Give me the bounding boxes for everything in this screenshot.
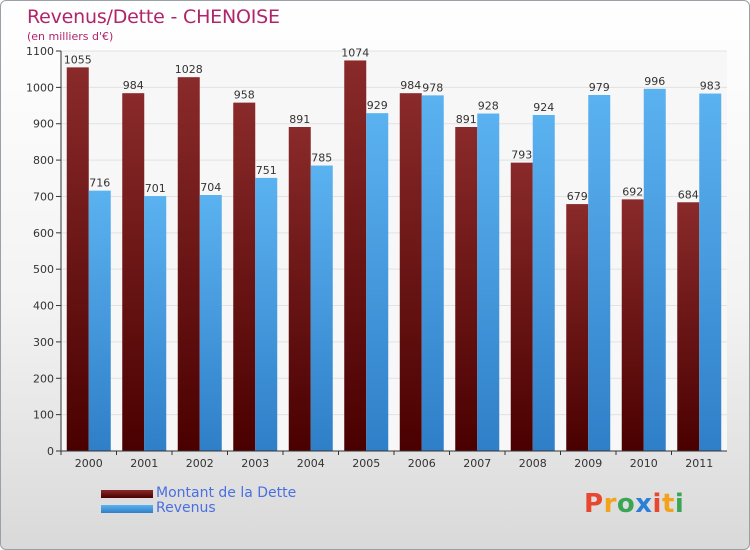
bars	[66, 60, 722, 452]
bar-revenus	[144, 196, 167, 451]
bar-revenus	[310, 165, 333, 451]
data-label: 679	[567, 190, 588, 203]
y-tick-label: 1100	[26, 45, 54, 58]
data-label: 1055	[64, 53, 92, 66]
bar-revenus	[199, 195, 222, 451]
bar-dette	[510, 162, 533, 452]
bar-dette	[288, 127, 311, 451]
x-tick-label: 2003	[241, 457, 269, 470]
bar-revenus	[255, 177, 278, 451]
data-label: 958	[234, 89, 255, 102]
y-tick-label: 400	[33, 300, 54, 313]
legend-label-debt: Montant de la Dette	[156, 485, 297, 501]
bar-revenus	[421, 95, 444, 451]
legend-label-revenus: Revenus	[156, 500, 216, 516]
data-label: 716	[89, 177, 110, 190]
axes: 0 100 200 300 400 500 600 700 800 900 1000 1100 2000…	[26, 45, 727, 470]
data-label: 684	[678, 188, 699, 201]
data-label: 1028	[175, 63, 203, 76]
bar-dette	[566, 204, 589, 451]
bar-dette	[177, 77, 200, 451]
y-tick-label: 200	[33, 372, 54, 385]
x-tick-label: 2000	[75, 457, 103, 470]
bar-dette	[66, 67, 89, 451]
y-tick-label: 300	[33, 336, 54, 349]
chart-subtitle: (en milliers d'€)	[27, 30, 114, 43]
chart-title: Revenus/Dette - CHENOISE	[27, 6, 280, 28]
bar-dette	[122, 93, 145, 451]
bar-revenus	[643, 88, 666, 452]
y-tick-label: 500	[33, 263, 54, 276]
bar-dette	[233, 102, 256, 452]
data-label: 793	[511, 149, 532, 162]
bar-revenus	[88, 190, 111, 452]
data-labels: 1055 716 984 701 1028 704 958 751 891 785 1074 929 9…	[64, 46, 721, 203]
x-tick-label: 2002	[186, 457, 214, 470]
data-label: 984	[123, 79, 144, 92]
bar-revenus	[588, 95, 611, 451]
logo-letter: i	[652, 489, 662, 519]
data-label: 979	[589, 81, 610, 94]
bar-revenus	[699, 93, 722, 451]
y-tick-label: 0	[47, 445, 54, 458]
data-label: 692	[622, 185, 643, 198]
proxiti-logo: Proxiti	[584, 489, 684, 519]
data-label: 891	[456, 113, 477, 126]
bar-dette	[621, 199, 644, 451]
x-tick-label: 2004	[297, 457, 325, 470]
data-label: 751	[256, 164, 277, 177]
x-tick-label: 2009	[574, 457, 602, 470]
y-tick-label: 700	[33, 190, 54, 203]
data-label: 928	[478, 100, 499, 113]
data-label: 891	[289, 113, 310, 126]
logo-letter: o	[616, 489, 636, 519]
bar-dette	[399, 93, 422, 451]
y-tick-label: 100	[33, 409, 54, 422]
x-tick-label: 2010	[630, 457, 658, 470]
data-label: 929	[367, 99, 388, 112]
data-label: 785	[311, 152, 332, 165]
logo-letter: x	[635, 489, 653, 519]
y-tick-label: 1000	[26, 81, 54, 94]
x-tick-label: 2001	[130, 457, 158, 470]
y-tick-label: 800	[33, 154, 54, 167]
x-tick-label: 2008	[519, 457, 547, 470]
y-tick-label: 600	[33, 227, 54, 240]
data-label: 984	[400, 79, 421, 92]
data-label: 924	[533, 101, 554, 114]
data-label: 978	[422, 81, 443, 94]
bar-dette	[344, 60, 367, 452]
bar-dette	[455, 127, 478, 451]
bar-revenus	[366, 113, 389, 451]
x-tick-label: 2006	[408, 457, 436, 470]
bar-dette	[677, 202, 700, 451]
data-label: 983	[700, 80, 721, 93]
logo-letter: t	[661, 489, 675, 519]
data-label: 704	[200, 181, 221, 194]
legend-swatch-revenus	[101, 505, 153, 513]
x-tick-label: 2011	[685, 457, 713, 470]
logo-letter: P	[584, 489, 604, 519]
data-label: 996	[644, 75, 665, 88]
x-tick-label: 2005	[352, 457, 380, 470]
logo-letter: i	[674, 489, 685, 519]
y-tick-label: 900	[33, 118, 54, 131]
legend-swatch-debt	[101, 490, 153, 498]
grid-lines	[61, 50, 727, 452]
bar-revenus	[532, 115, 555, 451]
data-label: 1074	[341, 46, 369, 59]
x-tick-label: 2007	[463, 457, 491, 470]
plot-area	[61, 51, 727, 451]
bar-revenus	[477, 113, 500, 451]
data-label: 701	[145, 182, 166, 195]
logo-letter: r	[603, 489, 617, 519]
